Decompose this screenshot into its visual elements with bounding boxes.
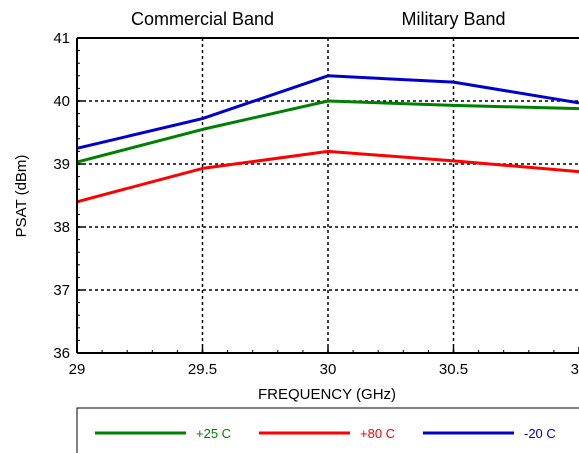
y-tick-label: 41 — [53, 30, 70, 47]
x-tick-label: 29 — [69, 361, 86, 378]
series-line-1 — [76, 99, 579, 164]
legend-label-3: -20 C — [524, 426, 556, 441]
axis-ticks — [76, 37, 579, 354]
x-tick-label: 29.5 — [188, 361, 217, 378]
legend: +25 C +80 C -20 C — [95, 426, 556, 441]
band-annotation-2: Military Band — [401, 9, 505, 29]
x-tick-label: 31 — [571, 361, 579, 378]
y-tick-label: 40 — [53, 93, 70, 110]
x-tick-label: 30 — [320, 361, 337, 378]
legend-label-1: +25 C — [196, 426, 231, 441]
series-lines — [76, 74, 579, 204]
series-line-3 — [76, 74, 579, 150]
y-tick-label: 37 — [53, 282, 70, 299]
band-annotation-1: Commercial Band — [131, 9, 274, 29]
tick-labels: 36 37 38 39 40 41 29 29.5 30 30.5 31 — [53, 30, 579, 378]
x-tick-label: 30.5 — [439, 361, 468, 378]
y-axis-title: PSAT (dBm) — [13, 155, 30, 238]
grid-lines — [77, 37, 579, 353]
x-axis-title: FREQUENCY (GHz) — [258, 386, 396, 403]
legend-box — [76, 407, 579, 453]
series-line-2 — [76, 149, 579, 204]
y-tick-label: 36 — [53, 345, 70, 362]
y-tick-label: 38 — [53, 219, 70, 236]
legend-label-2: +80 C — [360, 426, 395, 441]
y-tick-label: 39 — [53, 156, 70, 173]
band-annotations: Commercial Band Military Band — [131, 9, 506, 29]
